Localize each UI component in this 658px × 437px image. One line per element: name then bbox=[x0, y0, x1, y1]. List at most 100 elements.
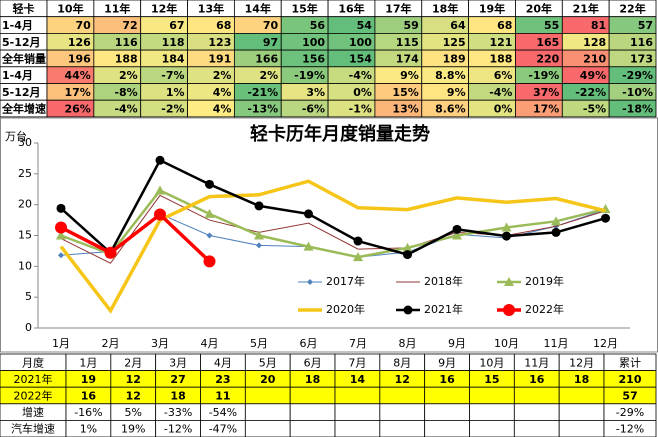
point bbox=[104, 246, 117, 259]
cell-value: 196 bbox=[68, 52, 91, 65]
table-cell bbox=[513, 403, 560, 421]
series-line bbox=[60, 158, 606, 256]
y-tick-label: 25 bbox=[18, 167, 32, 180]
heat-cell bbox=[608, 99, 657, 118]
row-label: 全年销量 bbox=[1, 51, 46, 65]
cell-value: 210 bbox=[583, 52, 606, 65]
cell-value: 18 bbox=[574, 373, 589, 386]
cell-value: 18 bbox=[170, 390, 185, 403]
header-text: 11月 bbox=[524, 356, 549, 369]
cell-value: 5% bbox=[125, 406, 142, 419]
header-text: 21年 bbox=[573, 1, 599, 15]
header-text: 6月 bbox=[304, 356, 322, 369]
table-cell bbox=[513, 419, 560, 437]
cell-value: 37% bbox=[533, 86, 559, 99]
cell-value: 6% bbox=[494, 69, 513, 82]
cell-value: 2% bbox=[119, 69, 138, 82]
table-cell bbox=[379, 386, 426, 405]
cell-value: 68 bbox=[216, 19, 231, 32]
cell-value: -4% bbox=[114, 103, 137, 116]
cell-value: 57 bbox=[622, 390, 637, 403]
cell-value: 100 bbox=[349, 36, 372, 49]
cell-value: -5% bbox=[583, 103, 606, 116]
table-cell bbox=[424, 419, 470, 437]
point bbox=[353, 252, 363, 262]
row-label: 全年增速 bbox=[1, 102, 46, 116]
cell-value: -19% bbox=[528, 69, 559, 82]
cell-value: 27 bbox=[170, 373, 185, 386]
cell-value: 156 bbox=[302, 52, 325, 65]
cell-value: 174 bbox=[396, 52, 419, 65]
table-cell bbox=[334, 403, 381, 421]
point bbox=[303, 241, 314, 251]
cell-value: -1% bbox=[349, 103, 372, 116]
y-tick-label: 5 bbox=[25, 290, 32, 303]
cell-value: -12% bbox=[616, 423, 644, 436]
series bbox=[59, 179, 606, 314]
series-line bbox=[60, 194, 606, 264]
table-cell bbox=[289, 403, 336, 421]
cell-value: 17% bbox=[533, 103, 559, 116]
cell-value: 166 bbox=[255, 52, 278, 65]
table-cell bbox=[379, 403, 426, 421]
cell-value: -16% bbox=[74, 406, 102, 419]
cell-value: -22% bbox=[575, 86, 606, 99]
cell-value: 70 bbox=[76, 19, 92, 32]
table-cell bbox=[379, 419, 426, 437]
point bbox=[205, 179, 214, 189]
cell-value: 70 bbox=[263, 19, 279, 32]
point bbox=[55, 221, 67, 234]
header-text: 20年 bbox=[526, 1, 552, 15]
cell-value: 210 bbox=[619, 373, 642, 386]
cell-value: 125 bbox=[443, 36, 466, 49]
table-cell bbox=[558, 419, 605, 437]
legend-label: 2019年 bbox=[525, 274, 564, 288]
cell-value: 2% bbox=[213, 69, 232, 82]
header-text: 5月 bbox=[259, 356, 277, 369]
point bbox=[551, 227, 561, 237]
cell-value: 97 bbox=[263, 36, 278, 49]
header-text: 4月 bbox=[214, 356, 232, 369]
cell-value: 116 bbox=[630, 36, 653, 49]
cell-value: 154 bbox=[349, 52, 372, 65]
cell-value: 68 bbox=[497, 19, 512, 32]
row-label: 2021年 bbox=[14, 372, 53, 386]
cell-value: -19% bbox=[294, 69, 325, 82]
legend-label: 2022年 bbox=[525, 302, 564, 316]
x-tick-label: 9月 bbox=[448, 337, 466, 350]
cell-value: 115 bbox=[396, 36, 419, 49]
header-text: 7月 bbox=[348, 356, 366, 369]
cell-value: 9% bbox=[447, 86, 466, 99]
point bbox=[504, 277, 514, 286]
cell-value: 9% bbox=[400, 69, 419, 82]
row-label: 汽车增速 bbox=[11, 422, 55, 436]
cell-value: 23 bbox=[215, 373, 230, 386]
table-cell bbox=[558, 403, 605, 421]
cell-value: 2% bbox=[260, 69, 279, 82]
cell-value: 55 bbox=[544, 19, 559, 32]
header-text: 15年 bbox=[291, 1, 317, 15]
cell-value: 189 bbox=[443, 52, 466, 65]
series-line bbox=[60, 188, 606, 259]
cell-value: 173 bbox=[630, 52, 653, 65]
series-line bbox=[60, 212, 211, 263]
table-cell bbox=[244, 419, 291, 437]
table-cell bbox=[244, 403, 291, 421]
cell-value: 13% bbox=[392, 103, 418, 116]
header-text: 18年 bbox=[432, 1, 458, 15]
cell-value: 121 bbox=[489, 36, 512, 49]
x-tick-label: 5月 bbox=[250, 337, 268, 350]
cell-value: -29% bbox=[622, 69, 653, 82]
x-tick-label: 8月 bbox=[399, 337, 417, 350]
cell-value: 12 bbox=[126, 390, 141, 403]
cell-value: 8.8% bbox=[435, 69, 466, 82]
y-tick-label: 0 bbox=[25, 321, 32, 334]
x-tick-label: 7月 bbox=[349, 337, 367, 350]
cell-value: 11 bbox=[215, 390, 230, 403]
point bbox=[452, 230, 462, 240]
row-label: 增速 bbox=[22, 405, 44, 419]
cell-value: 14 bbox=[350, 373, 366, 386]
table-cell bbox=[469, 419, 515, 437]
series-line bbox=[59, 179, 606, 314]
